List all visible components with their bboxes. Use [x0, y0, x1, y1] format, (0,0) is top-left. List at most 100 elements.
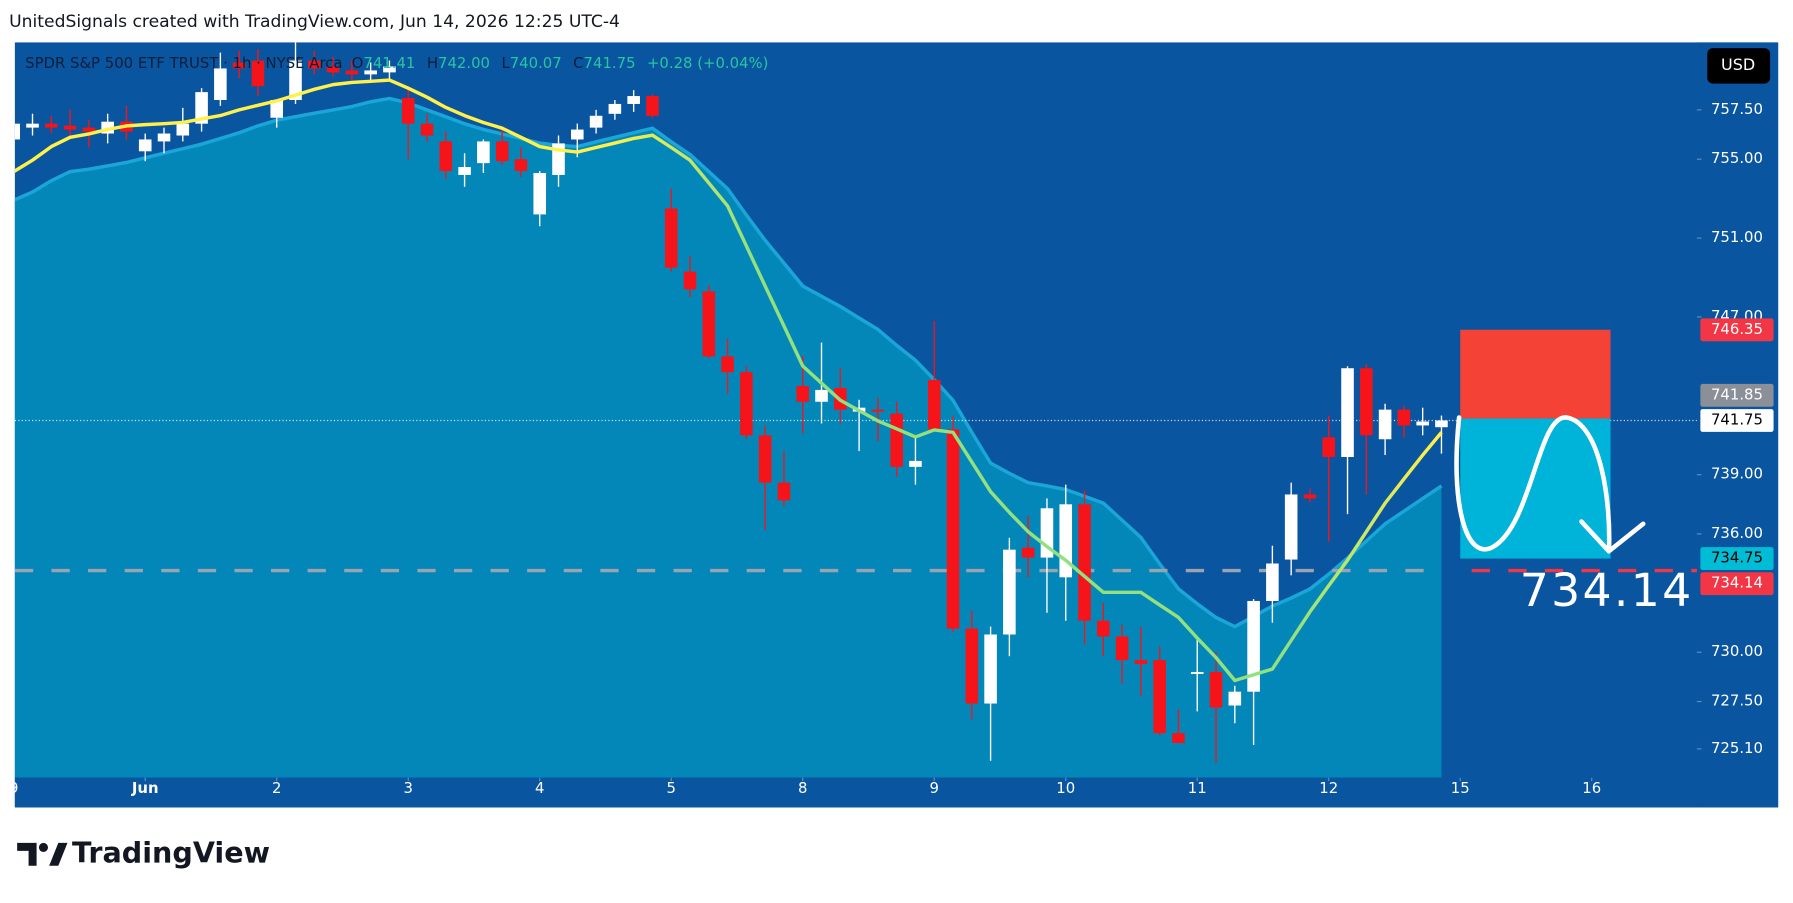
candle-body [251, 60, 265, 87]
ohlc-key: O [352, 54, 364, 72]
candle-body [383, 66, 396, 73]
x-tick-label: 4 [535, 779, 544, 797]
x-tick-label: 10 [1056, 779, 1075, 797]
y-tick-label: 739.00 [1711, 465, 1763, 483]
candle-body [909, 460, 922, 467]
candle-body [1097, 620, 1110, 637]
candle-body [589, 115, 603, 128]
ohlc-value: 740.07 [510, 54, 562, 72]
candle-body [646, 96, 659, 116]
x-tick-label: 12 [1319, 779, 1338, 797]
candle-body [458, 167, 471, 175]
x-tick-label: Jun [131, 779, 159, 797]
candle-body [533, 172, 547, 215]
candle-body [477, 141, 490, 164]
candle-body [946, 429, 960, 629]
candle-body [1059, 504, 1073, 578]
candle-body [82, 127, 96, 132]
symbol-legend: SPDR S&P 500 ETF TRUST · 1h · NYSE Arca O… [25, 54, 768, 72]
price-tag-label: 734.75 [1711, 549, 1763, 567]
candle-body [1190, 671, 1204, 674]
brand-logo: TradingView [17, 835, 270, 869]
x-tick-label: 8 [798, 779, 807, 797]
candle-body [495, 141, 509, 162]
candle-body [63, 125, 77, 130]
candle-body [1378, 409, 1392, 440]
candle-body [1360, 368, 1373, 436]
y-tick-label: 751.00 [1711, 228, 1763, 246]
moving-average-line [14, 78, 1443, 683]
candle-body [758, 435, 772, 483]
candle-body [984, 634, 997, 704]
target-annotation: 734.14 [1520, 564, 1694, 617]
candle-body [1153, 660, 1166, 734]
candle-body [345, 70, 359, 75]
candle-body [45, 123, 58, 128]
area-line [14, 96, 1443, 629]
price-tag-label: 746.35 [1711, 320, 1763, 338]
price-tag [1700, 409, 1774, 432]
candle-body [138, 139, 152, 152]
change: +0.28 (+0.04%) [647, 54, 769, 72]
time-axis [14, 777, 1697, 808]
candle-body [101, 121, 114, 134]
candle-body [195, 92, 208, 124]
price-tag-label: 741.75 [1711, 411, 1763, 429]
candle-body [871, 409, 885, 412]
x-tick-label: 2 [272, 779, 281, 797]
x-tick-label: 9 [9, 779, 18, 797]
candle-body [627, 96, 640, 104]
stop-zone [1460, 329, 1611, 419]
overlay: 734.14725.10727.50730.00736.00739.00747.… [9, 42, 1779, 808]
ohlc-value: 741.41 [363, 54, 415, 72]
candle-body [1003, 549, 1016, 635]
candle-body [1416, 421, 1429, 426]
y-tick-label: 736.00 [1711, 524, 1763, 542]
x-tick-label: 3 [403, 779, 412, 797]
x-tick-label: 5 [666, 779, 675, 797]
candle-body [326, 66, 340, 73]
candle-body [740, 372, 753, 436]
candle-body [308, 60, 321, 69]
price-tag-label: 734.14 [1711, 574, 1763, 592]
currency-box [1707, 48, 1771, 84]
candle-body [1247, 600, 1260, 692]
logo-icon [17, 842, 37, 866]
candle-body [664, 208, 678, 268]
candle-body [1303, 494, 1317, 499]
plot-area [14, 42, 1697, 778]
x-tick-label: 16 [1582, 779, 1601, 797]
ohlc-key: H [427, 54, 438, 72]
candle-body [1435, 420, 1448, 428]
x-tick-label: 9 [930, 779, 939, 797]
candle-body [1284, 494, 1298, 560]
logo-icon [49, 842, 68, 866]
x-tick-label: 15 [1451, 779, 1470, 797]
y-tick-label: 755.00 [1711, 149, 1763, 167]
candle-body [683, 271, 697, 290]
candle-body [514, 159, 528, 172]
candle-body [157, 133, 171, 142]
candle-body [571, 129, 584, 140]
candle-body [26, 123, 39, 128]
y-tick-label: 730.00 [1711, 642, 1763, 660]
candle-body [702, 291, 716, 357]
candle-body [1209, 671, 1223, 708]
candle-body [927, 380, 941, 430]
candle-body [289, 60, 302, 101]
ohlc-key: C [573, 54, 583, 72]
y-tick-label: 757.50 [1711, 100, 1763, 118]
candle-body [1322, 437, 1336, 457]
candle-body [890, 413, 903, 467]
candle-body [815, 389, 828, 402]
candle-body [232, 62, 246, 69]
brand: TradingView [72, 835, 270, 869]
candle-body [796, 385, 810, 402]
candle-body [1134, 660, 1148, 665]
candle-body [270, 100, 284, 118]
price-tag [1700, 547, 1774, 570]
candle-body [1021, 547, 1035, 558]
y-tick-label: 727.50 [1711, 692, 1763, 710]
